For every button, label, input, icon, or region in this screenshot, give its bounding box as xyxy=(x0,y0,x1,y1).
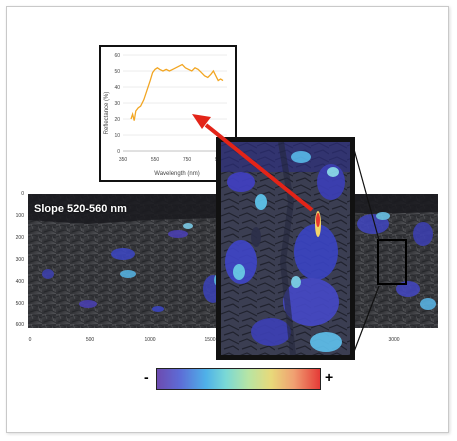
zoomed-inset-image xyxy=(216,137,355,360)
y-axis-label: Reflectance (%) xyxy=(104,92,110,135)
y-tick-label: 40 xyxy=(114,85,120,91)
y-tick-label: 200 xyxy=(2,235,24,241)
colorbar-max-label: + xyxy=(325,369,333,385)
x-tick-label: 0 xyxy=(18,337,42,343)
y-tick-label: 600 xyxy=(2,322,24,328)
x-tick-label: 3000 xyxy=(382,337,406,343)
x-tick-label: 550 xyxy=(151,157,160,163)
y-tick-label: 100 xyxy=(2,213,24,219)
y-tick-label: 20 xyxy=(114,117,120,123)
y-tick-label: 400 xyxy=(2,279,24,285)
colorbar-min-label: - xyxy=(144,369,149,385)
map-title: Slope 520-560 nm xyxy=(34,203,127,215)
y-tick-label: 60 xyxy=(114,53,120,59)
x-tick-label: 1000 xyxy=(138,337,162,343)
x-axis-label: Wavelength (nm) xyxy=(154,171,199,177)
y-tick-label: 10 xyxy=(114,133,120,139)
y-tick-label: 0 xyxy=(117,149,120,155)
x-tick-label: 500 xyxy=(78,337,102,343)
y-tick-label: 500 xyxy=(2,301,24,307)
x-tick-label: 750 xyxy=(183,157,192,163)
y-tick-label: 300 xyxy=(2,257,24,263)
x-tick-label: 350 xyxy=(119,157,128,163)
spectrum-series-line xyxy=(131,65,223,121)
y-tick-label: 50 xyxy=(114,69,120,75)
y-tick-label: 0 xyxy=(2,191,24,197)
colorbar xyxy=(156,368,321,390)
y-tick-label: 30 xyxy=(114,101,120,107)
